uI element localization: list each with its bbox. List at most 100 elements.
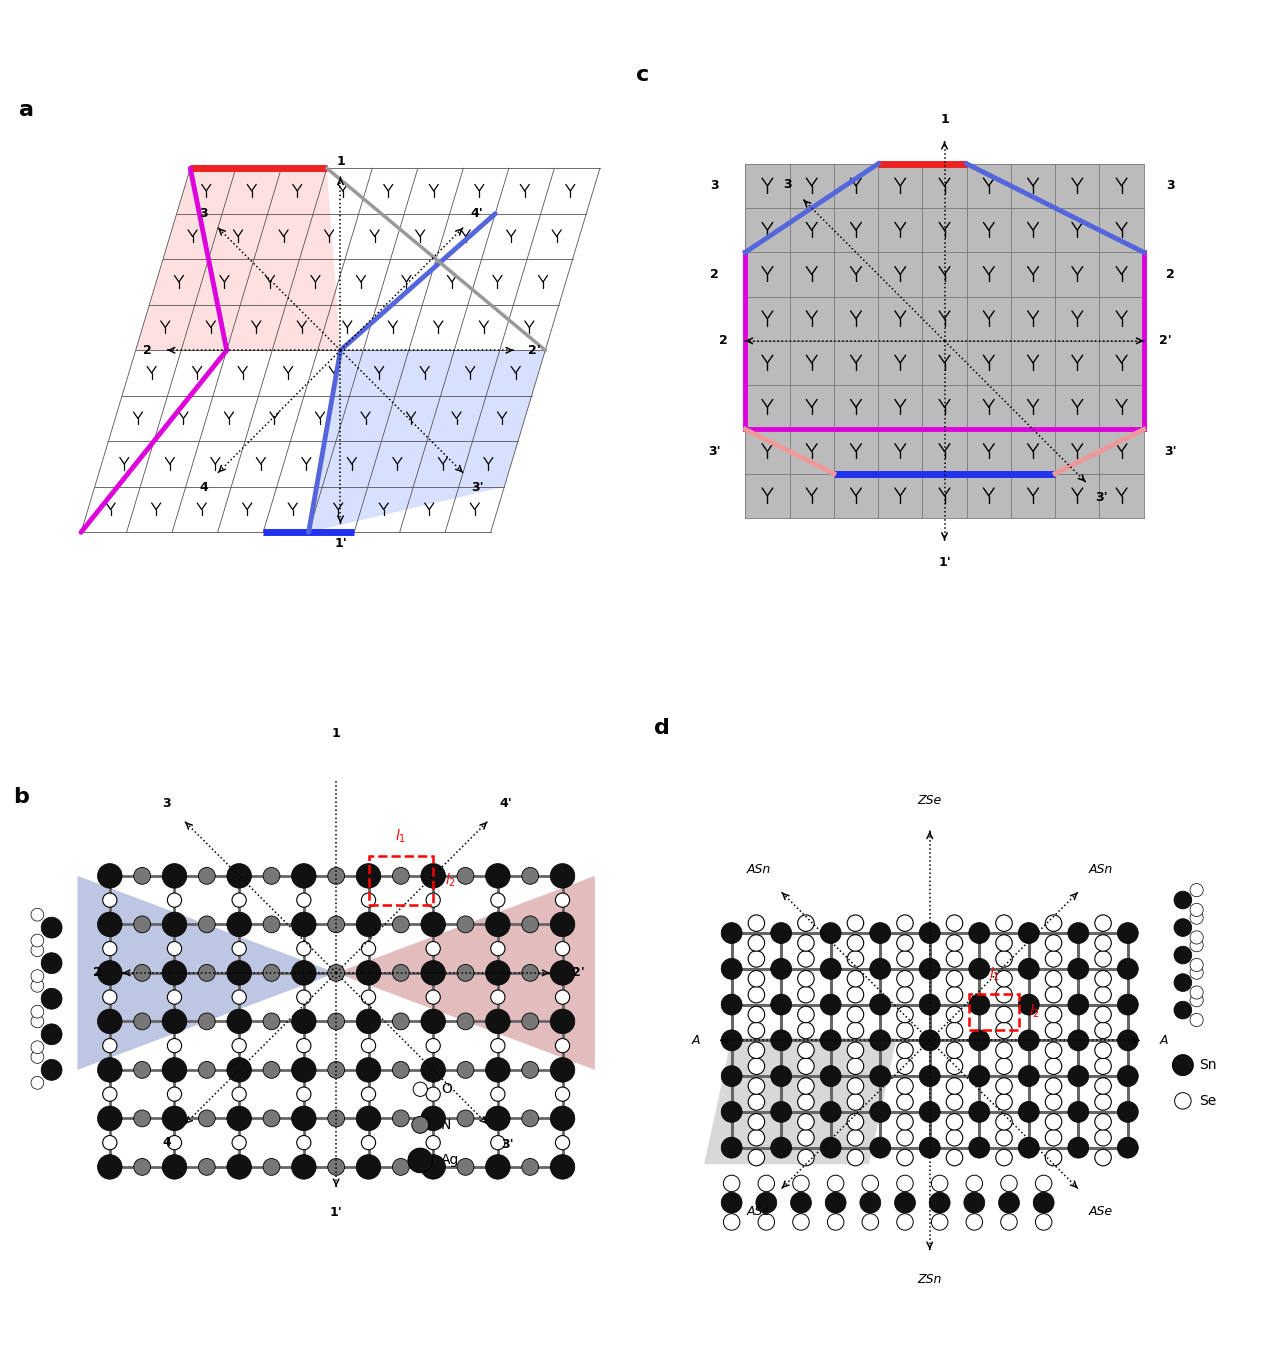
Circle shape <box>163 1010 187 1034</box>
Circle shape <box>1174 1001 1192 1019</box>
Circle shape <box>421 913 445 937</box>
Circle shape <box>232 1088 246 1101</box>
Circle shape <box>31 1040 44 1054</box>
Circle shape <box>932 1214 948 1230</box>
Circle shape <box>721 995 742 1015</box>
Circle shape <box>227 1155 251 1179</box>
Circle shape <box>550 1106 575 1131</box>
Circle shape <box>292 1106 316 1131</box>
Circle shape <box>328 1014 344 1030</box>
Circle shape <box>393 1014 410 1030</box>
Circle shape <box>1046 1078 1062 1094</box>
Circle shape <box>748 1078 764 1094</box>
Circle shape <box>1174 891 1192 909</box>
Circle shape <box>97 913 122 937</box>
Circle shape <box>797 1129 814 1145</box>
Circle shape <box>996 915 1012 931</box>
Circle shape <box>946 1058 963 1074</box>
Circle shape <box>820 958 841 980</box>
Circle shape <box>133 1110 151 1127</box>
Circle shape <box>457 1110 474 1127</box>
Text: ASe: ASe <box>746 1205 771 1218</box>
Circle shape <box>1117 1101 1138 1123</box>
Circle shape <box>969 958 989 980</box>
Circle shape <box>292 864 316 888</box>
Circle shape <box>820 1066 841 1086</box>
Circle shape <box>721 1137 742 1158</box>
Text: ASe: ASe <box>1089 1205 1114 1218</box>
Text: 2': 2' <box>527 343 540 357</box>
Bar <box>369 856 433 905</box>
Circle shape <box>328 917 344 933</box>
Circle shape <box>869 922 891 944</box>
Circle shape <box>393 917 410 933</box>
Circle shape <box>421 1155 445 1179</box>
Circle shape <box>264 867 280 884</box>
Circle shape <box>748 915 764 931</box>
Circle shape <box>426 991 440 1004</box>
Circle shape <box>550 1010 575 1034</box>
Circle shape <box>421 1106 445 1131</box>
Text: 1: 1 <box>337 155 344 168</box>
Circle shape <box>996 1113 1012 1131</box>
Circle shape <box>133 867 151 884</box>
Circle shape <box>946 987 963 1003</box>
Circle shape <box>723 1214 740 1230</box>
Circle shape <box>946 1022 963 1039</box>
Circle shape <box>1068 1066 1089 1086</box>
Circle shape <box>721 1193 742 1213</box>
Circle shape <box>897 1042 913 1058</box>
Circle shape <box>869 1030 891 1051</box>
Circle shape <box>412 1116 429 1133</box>
Circle shape <box>748 1007 764 1023</box>
Text: c: c <box>636 65 649 85</box>
Circle shape <box>897 1078 913 1094</box>
Circle shape <box>1068 922 1089 944</box>
Circle shape <box>996 1042 1012 1058</box>
Circle shape <box>897 970 913 987</box>
Text: 4: 4 <box>200 481 209 494</box>
Circle shape <box>31 944 44 957</box>
Circle shape <box>797 1078 814 1094</box>
Text: 3': 3' <box>471 481 484 494</box>
Circle shape <box>361 991 375 1004</box>
Circle shape <box>1094 987 1111 1003</box>
Circle shape <box>97 1106 122 1131</box>
Circle shape <box>897 1058 913 1074</box>
Circle shape <box>168 991 182 1004</box>
Text: 4': 4' <box>471 207 484 219</box>
Text: 1': 1' <box>330 1206 343 1218</box>
Circle shape <box>1019 1030 1039 1051</box>
Circle shape <box>748 1022 764 1039</box>
Circle shape <box>556 1039 570 1053</box>
Circle shape <box>490 1136 506 1149</box>
Circle shape <box>797 1094 814 1110</box>
Circle shape <box>198 965 215 981</box>
Circle shape <box>969 1066 989 1086</box>
Text: Ag: Ag <box>440 1154 460 1167</box>
Circle shape <box>748 1094 764 1110</box>
Polygon shape <box>337 876 595 1070</box>
Circle shape <box>797 1113 814 1131</box>
Circle shape <box>1046 1094 1062 1110</box>
Circle shape <box>723 1175 740 1191</box>
Circle shape <box>1117 1066 1138 1086</box>
Circle shape <box>966 1214 983 1230</box>
Text: 1: 1 <box>940 113 948 127</box>
Circle shape <box>1117 958 1138 980</box>
Circle shape <box>41 1059 61 1081</box>
Circle shape <box>426 892 440 907</box>
Circle shape <box>361 941 375 956</box>
Circle shape <box>232 892 246 907</box>
Circle shape <box>919 995 941 1015</box>
Circle shape <box>771 995 791 1015</box>
Circle shape <box>522 867 539 884</box>
Circle shape <box>163 1058 187 1082</box>
Circle shape <box>421 1010 445 1034</box>
Circle shape <box>292 1010 316 1034</box>
Circle shape <box>490 941 506 956</box>
Circle shape <box>227 1010 251 1034</box>
Circle shape <box>895 1193 915 1213</box>
Circle shape <box>102 1136 116 1149</box>
Circle shape <box>393 1159 410 1175</box>
